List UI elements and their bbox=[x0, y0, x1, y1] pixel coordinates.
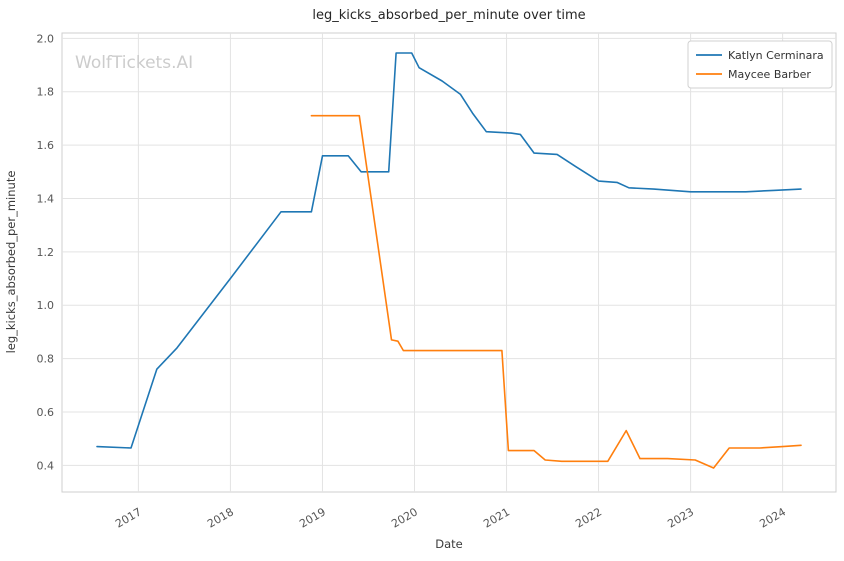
x-tick-label: 2020 bbox=[389, 505, 420, 530]
y-axis-label: leg_kicks_absorbed_per_minute bbox=[4, 171, 18, 354]
y-tick-label: 1.4 bbox=[37, 192, 55, 205]
x-axis-label: Date bbox=[435, 537, 463, 551]
legend-label-katlyn-cerminara: Katlyn Cerminara bbox=[728, 49, 824, 62]
series-line-katlyn-cerminara bbox=[96, 52, 802, 449]
chart-title: leg_kicks_absorbed_per_minute over time bbox=[312, 8, 585, 23]
y-tick-label: 1.2 bbox=[37, 246, 55, 259]
y-tick-label: 1.8 bbox=[37, 86, 55, 99]
x-tick-label: 2019 bbox=[297, 505, 328, 530]
y-tick-label: 0.4 bbox=[37, 459, 55, 472]
y-tick-label: 1.6 bbox=[37, 139, 55, 152]
series-layer bbox=[96, 52, 802, 469]
legend-box bbox=[687, 40, 833, 89]
x-tick-label: 2023 bbox=[665, 505, 696, 530]
x-tick-label: 2018 bbox=[205, 505, 236, 530]
legend: Katlyn Cerminara Maycee Barber bbox=[687, 40, 833, 89]
x-tick-label: 2021 bbox=[481, 505, 512, 530]
y-tick-label: 0.6 bbox=[37, 406, 55, 419]
x-tick-label: 2022 bbox=[573, 505, 604, 530]
x-tick-label: 2017 bbox=[113, 505, 144, 530]
plot-area bbox=[61, 32, 837, 493]
legend-label-maycee-barber: Maycee Barber bbox=[728, 68, 811, 81]
series-line-maycee-barber bbox=[310, 114, 802, 469]
y-tick-label: 0.8 bbox=[37, 353, 55, 366]
watermark: WolfTickets.AI bbox=[75, 53, 193, 73]
y-tick-label: 1.0 bbox=[37, 299, 55, 312]
x-tick-label: 2024 bbox=[757, 505, 788, 530]
y-tick-label: 2.0 bbox=[37, 32, 55, 45]
